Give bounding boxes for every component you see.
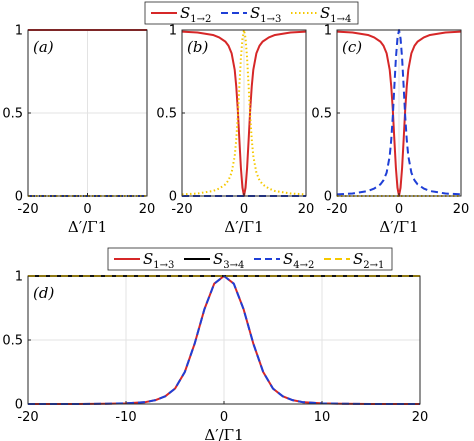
y-tick-label: 0 (15, 190, 23, 205)
x-tick-label: 0 (83, 202, 91, 217)
x-tick-label: 20 (139, 202, 156, 217)
y-tick-label: 1 (15, 24, 23, 39)
y-tick-label: 0.5 (2, 107, 23, 122)
legend-box (144, 1, 359, 25)
legend-label-b42: S4→2 (283, 250, 314, 271)
panel-label: (d) (33, 284, 54, 302)
y-tick-label: 1 (169, 24, 177, 39)
x-tick-label: 20 (298, 202, 315, 217)
legend-label-r12: S1→2 (180, 4, 211, 25)
x-tick-label: 10 (314, 410, 331, 425)
legend-label-b21: S2→1 (353, 250, 384, 271)
legend-top: S1→2 S1→3 S1→4 (144, 1, 359, 25)
x-tick-label: 20 (412, 410, 429, 425)
y-tick-label: 0 (324, 190, 332, 205)
panel-label: (c) (342, 38, 362, 56)
x-axis-label: Δ′/Γ1 (224, 218, 263, 236)
legend-label-b13: S1→3 (143, 250, 174, 271)
x-tick-label: -20 (17, 202, 38, 217)
series-line-S1-4 (181, 29, 307, 196)
y-tick-label: 0.5 (2, 334, 23, 349)
y-tick-label: 0.5 (156, 107, 177, 122)
panel-d: -20 -10 0 10 20 0 0.5 1 Δ′/Γ1 (d) (2, 270, 428, 441)
y-tick-label: 1 (324, 24, 332, 39)
x-tick-label: 20 (453, 202, 470, 217)
x-axis-label: Δ′/Γ1 (379, 218, 418, 236)
y-tick-label: 0 (15, 398, 23, 413)
y-tick-label: 0 (169, 190, 177, 205)
legend-label-r14: S1→4 (320, 4, 351, 25)
x-tick-label: -20 (326, 202, 347, 217)
x-tick-label: -20 (17, 410, 38, 425)
x-tick-label: 0 (395, 202, 403, 217)
legend-label-b34: S3→4 (213, 250, 244, 271)
x-axis-label: Δ′/Γ1 (68, 218, 107, 236)
legend-bottom: S1→3 S3→4 S4→2 S2→1 (107, 247, 393, 271)
y-tick-label: 0.5 (311, 107, 332, 122)
legend-label-r13: S1→3 (250, 4, 281, 25)
y-tick-label: 1 (15, 270, 23, 285)
panel-label: (a) (33, 38, 54, 56)
panel-label: (b) (187, 38, 208, 56)
x-tick-label: -10 (115, 410, 136, 425)
x-axis-label: Δ′/Γ1 (204, 426, 243, 441)
x-tick-label: -20 (171, 202, 192, 217)
legend-box (107, 247, 393, 271)
x-tick-label: 0 (220, 410, 228, 425)
x-tick-label: 0 (240, 202, 248, 217)
